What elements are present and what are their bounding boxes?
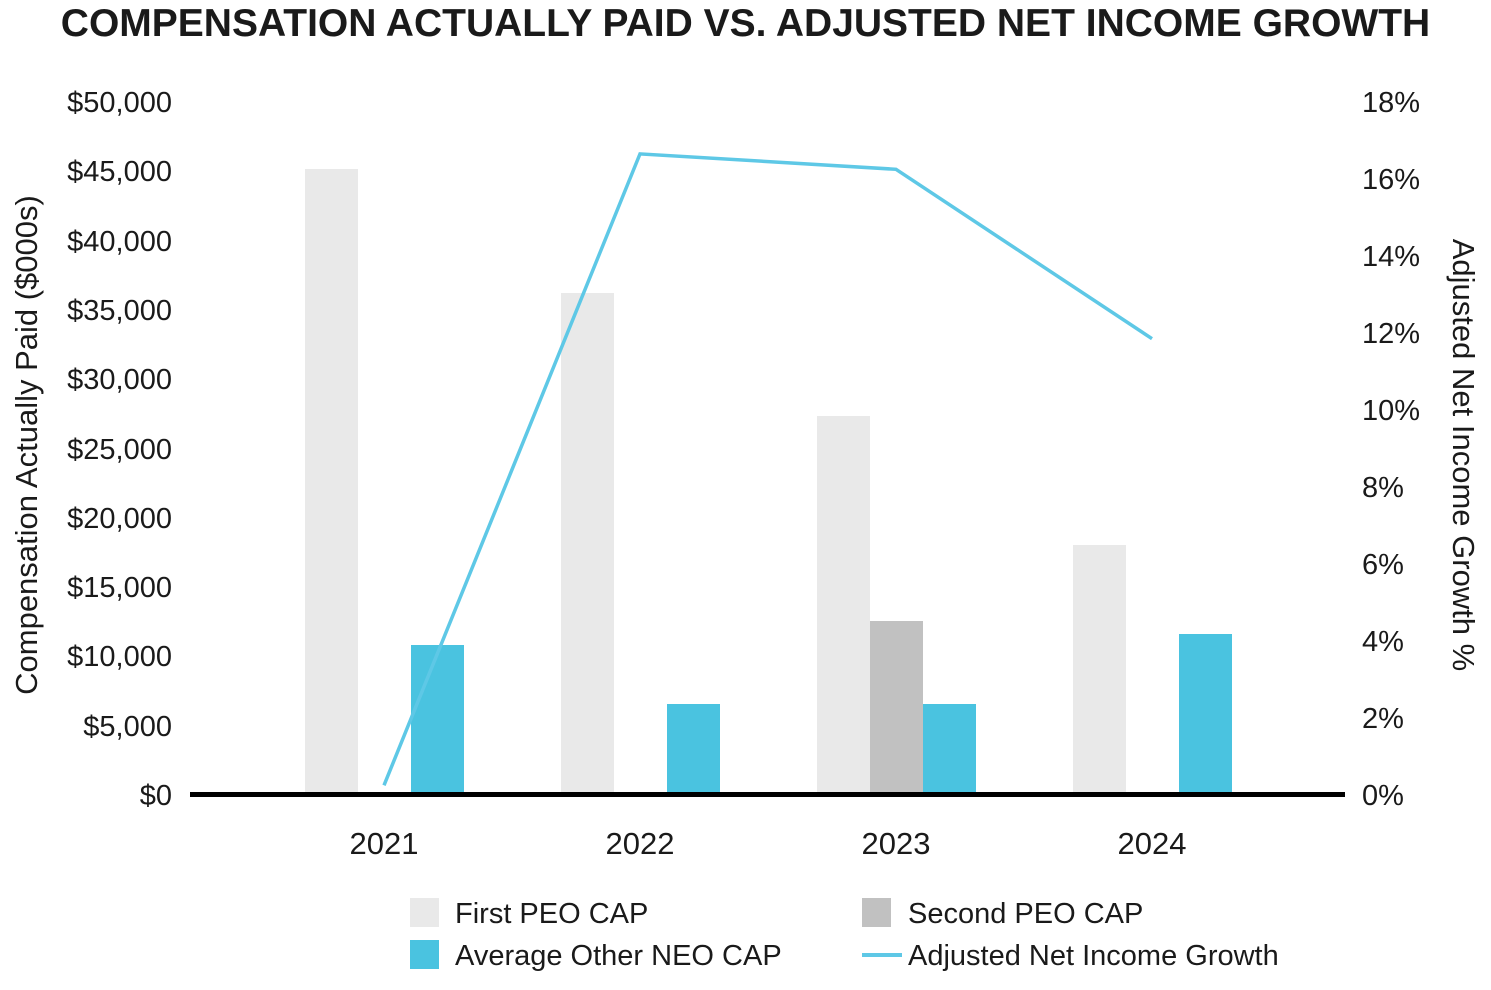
legend-swatch-second-peo-cap (862, 898, 891, 927)
legend-label-adjusted-net-income-growth: Adjusted Net Income Growth (908, 940, 1279, 972)
left-axis-tick-label: $5,000 (83, 710, 172, 743)
bar-second-peo-cap-2023 (869, 621, 923, 793)
legend-label-average-other-neo-cap: Average Other NEO CAP (455, 940, 782, 972)
bar-average-other-neo-cap-2021 (410, 644, 464, 793)
right-axis-tick-label: 6% (1362, 549, 1404, 581)
left-axis-tick-label: $35,000 (67, 294, 172, 327)
x-axis-label-2022: 2022 (605, 826, 675, 861)
x-axis-label-2023: 2023 (861, 826, 931, 861)
right-axis-tick-label: 12% (1362, 318, 1421, 350)
right-axis-tick-label: 8% (1362, 472, 1404, 504)
right-axis-tick-label: 16% (1362, 164, 1421, 196)
bar-average-other-neo-cap-2023 (922, 704, 976, 793)
left-axis-tick-label: $10,000 (67, 641, 172, 674)
left-axis-tick-label: $0 (139, 780, 172, 812)
left-axis-tick-label: $30,000 (67, 364, 172, 397)
x-axis-line (190, 792, 1345, 797)
right-axis-tick-label: 2% (1362, 703, 1404, 735)
legend-label-first-peo-cap: First PEO CAP (455, 898, 649, 930)
legend-line-swatch-adjusted-net-income-growth (862, 953, 902, 957)
left-axis-tick-label: $40,000 (67, 225, 172, 258)
right-axis-tick-label: 0% (1362, 780, 1404, 812)
bar-average-other-neo-cap-2024 (1178, 633, 1232, 793)
right-axis-tick-label: 10% (1362, 395, 1421, 427)
left-axis-tick-label: $25,000 (67, 433, 172, 466)
bar-first-peo-cap-2022 (561, 292, 614, 793)
left-axis-tick-label: $15,000 (67, 572, 172, 605)
bar-first-peo-cap-2024 (1073, 544, 1126, 793)
right-axis-title: Adjusted Net Income Growth % (1446, 238, 1481, 672)
bar-first-peo-cap-2021 (305, 169, 358, 793)
left-axis-tick-label: $50,000 (67, 87, 172, 119)
line-adjusted-net-income-growth (382, 152, 1153, 786)
chart-title: COMPENSATION ACTUALLY PAID VS. ADJUSTED … (60, 2, 1431, 45)
right-axis-tick-label: 14% (1362, 241, 1421, 273)
legend-swatch-first-peo-cap (410, 898, 439, 927)
right-axis-tick-label: 4% (1362, 626, 1404, 658)
left-axis-tick-label: $20,000 (67, 502, 172, 535)
legend-label-second-peo-cap: Second PEO CAP (908, 898, 1144, 930)
left-axis-tick-label: $45,000 (67, 156, 172, 189)
bar-average-other-neo-cap-2022 (666, 704, 720, 793)
bar-first-peo-cap-2023 (817, 416, 870, 793)
right-axis-tick-label: 18% (1362, 87, 1421, 119)
x-axis-label-2021: 2021 (349, 826, 419, 861)
legend-swatch-average-other-neo-cap (410, 940, 439, 969)
x-axis-label-2024: 2024 (1117, 826, 1187, 861)
